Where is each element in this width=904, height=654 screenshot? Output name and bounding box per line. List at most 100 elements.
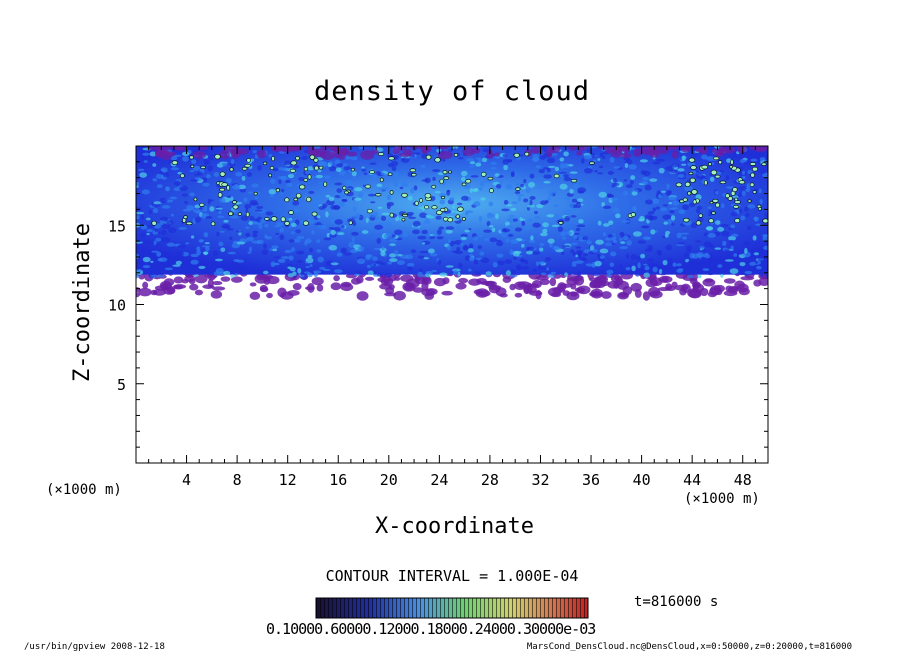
- cloud-cell: [192, 208, 201, 213]
- cloud-cell: [328, 226, 335, 230]
- cloud-cell: [676, 263, 682, 267]
- cloud-top-cell: [392, 147, 400, 155]
- cloud-cell: [492, 262, 498, 268]
- cloud-cell: [223, 270, 231, 276]
- cloud-cell: [475, 162, 482, 167]
- cloud-cell: [631, 191, 638, 196]
- cloud-cell: [205, 215, 213, 219]
- cloud-cell: [377, 206, 383, 209]
- cloud-contour-cell: [732, 204, 740, 209]
- cloud-contour-cell: [715, 202, 720, 208]
- cloud-cell: [739, 261, 746, 267]
- cloud-cell: [538, 168, 545, 174]
- cloud-contour-cell: [588, 161, 595, 165]
- cloud-cell: [264, 223, 269, 228]
- cloud-cell: [623, 179, 628, 182]
- cloud-cell: [496, 240, 504, 247]
- cloud-cell: [367, 193, 376, 197]
- cloud-cell: [148, 209, 153, 215]
- cloud-cell: [190, 179, 199, 182]
- cloud-cell: [293, 238, 301, 243]
- cloud-cell: [582, 236, 589, 241]
- cloud-cell: [460, 233, 468, 238]
- x-tick-label: 4: [182, 471, 191, 489]
- cloud-cell: [607, 194, 615, 198]
- cloud-cell: [559, 183, 568, 190]
- cloud-cell: [521, 220, 526, 227]
- cloud-cell: [254, 196, 258, 200]
- cloud-cell: [540, 272, 547, 276]
- cloud-cell: [338, 201, 345, 208]
- cloud-cell: [170, 213, 175, 217]
- cloud-cell: [438, 226, 445, 230]
- cloud-cell: [744, 247, 748, 254]
- cloud-edge-cell: [736, 283, 749, 293]
- cloud-cell: [641, 225, 649, 229]
- cloud-cell: [164, 267, 174, 271]
- cloud-cell: [439, 272, 448, 277]
- cloud-cell: [271, 245, 279, 249]
- cloud-cell: [669, 209, 675, 214]
- cloud-cell: [469, 160, 476, 165]
- cloud-cell: [268, 153, 273, 158]
- cloud-cell: [391, 166, 397, 172]
- cloud-cell: [656, 158, 666, 162]
- cloud-cell: [652, 266, 658, 273]
- cloud-cell: [329, 161, 333, 165]
- cloud-cell: [546, 168, 551, 173]
- cloud-cell: [621, 219, 631, 223]
- cloud-top-cell: [371, 149, 379, 155]
- cloud-cell: [292, 200, 300, 206]
- cloud-cell: [445, 226, 455, 230]
- cloud-cell: [728, 235, 736, 241]
- cloud-cell: [136, 274, 140, 279]
- cloud-cell: [749, 261, 756, 266]
- cloud-contour-cell: [180, 173, 185, 178]
- cloud-cell: [715, 220, 721, 225]
- cloud-cell: [543, 181, 551, 184]
- cloud-cell: [503, 199, 509, 205]
- cloud-cell: [316, 239, 321, 243]
- cloud-cell: [136, 181, 140, 186]
- cloud-cell: [477, 245, 482, 249]
- cloud-cell: [644, 248, 653, 252]
- cloud-cell: [720, 223, 729, 228]
- cloud-cell: [376, 237, 382, 244]
- cloud-edge-cell: [292, 283, 302, 291]
- cloud-cell: [401, 157, 406, 161]
- cloud-cell: [277, 258, 286, 263]
- x-tick-label: 48: [734, 471, 752, 489]
- cloud-edge-cell: [138, 287, 152, 297]
- cloud-cell: [374, 261, 383, 264]
- cloud-contour-cell: [242, 166, 248, 171]
- cloud-cell: [354, 273, 361, 277]
- cloud-cell: [421, 229, 428, 235]
- cloud-cell: [604, 242, 613, 247]
- cloud-cell: [718, 169, 725, 173]
- cloud-contour-cell: [515, 187, 521, 191]
- cloud-cell: [610, 251, 617, 257]
- cloud-cell: [702, 268, 710, 272]
- cloud-cell: [436, 236, 444, 240]
- cloud-cell: [181, 151, 190, 156]
- cloud-cell: [496, 183, 502, 189]
- cloud-cell: [432, 176, 436, 181]
- cloud-cell: [393, 181, 398, 187]
- cloud-edge-cell: [249, 291, 261, 300]
- cloud-cell: [252, 220, 258, 225]
- cloud-top-cell: [231, 150, 240, 160]
- cloud-cell: [411, 153, 416, 158]
- cloud-cell: [527, 204, 535, 208]
- cloud-cell: [149, 151, 157, 157]
- cloud-contour-cell: [268, 173, 273, 178]
- cloud-contour-cell: [713, 156, 720, 161]
- cloud-cell: [593, 273, 600, 277]
- cloud-cell: [527, 178, 532, 183]
- cloud-cell: [489, 237, 498, 243]
- cloud-cell: [760, 272, 764, 278]
- x-tick-label: 36: [582, 471, 600, 489]
- cloud-cell: [453, 240, 463, 245]
- cloud-cell: [142, 265, 151, 269]
- cloud-cell: [662, 204, 669, 207]
- cloud-cell: [230, 196, 234, 202]
